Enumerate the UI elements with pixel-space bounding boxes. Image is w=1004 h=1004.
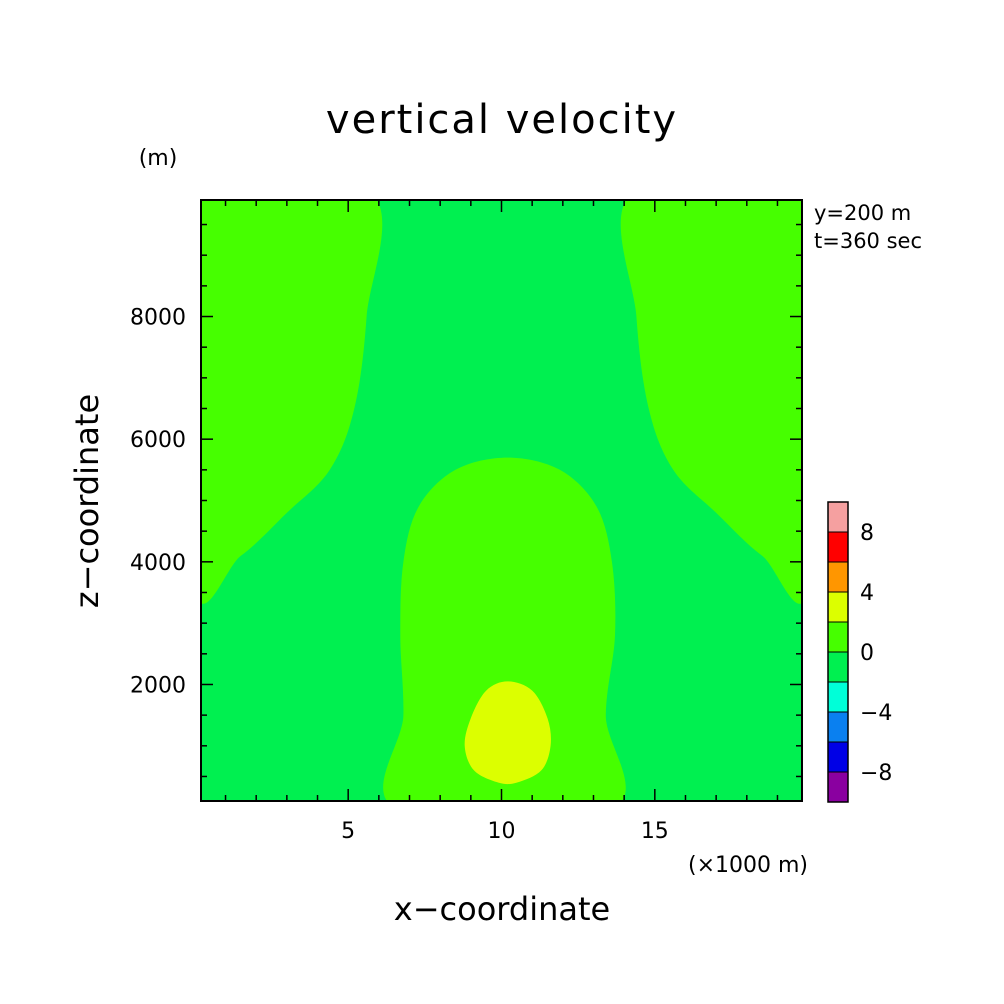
contour-region-1	[201, 200, 383, 604]
colorbar-tick-label: −8	[860, 761, 892, 786]
annotation-t: t=360 sec	[814, 229, 922, 253]
colorbar-swatch	[827, 651, 849, 683]
colorbar-swatch	[827, 741, 849, 773]
y-axis-label: z−coordinate	[68, 394, 106, 608]
y-tick-label: 8000	[130, 306, 186, 331]
x-tick-label: 10	[488, 819, 516, 844]
y-tick-label: 4000	[130, 551, 186, 576]
colorbar-tick-label: 0	[860, 641, 874, 666]
y-unit-label: (m)	[139, 146, 178, 171]
contour-region-2	[620, 200, 802, 604]
chart-title: vertical velocity	[326, 97, 678, 143]
colorbar-frame	[827, 501, 849, 803]
colorbar-swatch	[827, 771, 849, 803]
colorbar-tick-label: −4	[860, 701, 892, 726]
colorbar-swatch	[827, 591, 849, 623]
x-axis-label: x−coordinate	[394, 890, 610, 928]
contour-region-4	[464, 681, 551, 785]
colorbar-tick-label: 4	[860, 581, 874, 606]
colorbar-swatch	[827, 711, 849, 743]
colorbar-swatch	[827, 621, 849, 653]
x-tick-label: 5	[341, 819, 355, 844]
x-unit-label: (×1000 m)	[688, 853, 808, 878]
colorbar-swatch	[827, 501, 849, 533]
colorbar-swatch	[827, 561, 849, 593]
annotation-y: y=200 m	[814, 201, 911, 225]
contour-region-3	[383, 457, 626, 801]
y-tick-label: 6000	[130, 428, 186, 453]
colorbar-tick-label: 8	[860, 521, 874, 546]
x-tick-label: 15	[641, 819, 669, 844]
colorbar-swatch	[827, 681, 849, 713]
y-tick-label: 2000	[130, 673, 186, 698]
colorbar-swatch	[827, 531, 849, 563]
